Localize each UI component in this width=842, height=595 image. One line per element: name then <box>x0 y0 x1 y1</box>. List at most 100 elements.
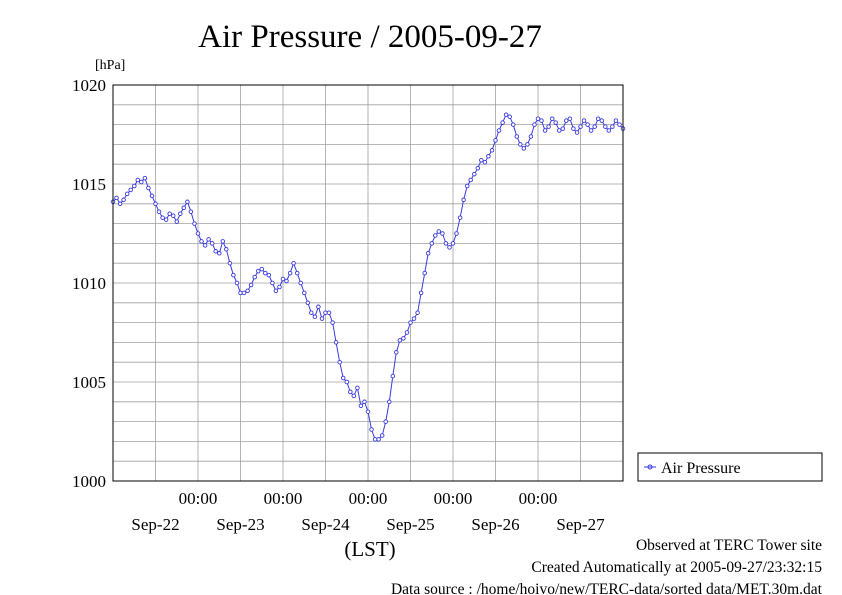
data-point <box>277 284 282 290</box>
data-point <box>585 122 590 127</box>
data-point <box>167 211 172 216</box>
data-point <box>457 215 463 220</box>
data-point <box>174 219 180 224</box>
y-tick-label: 1005 <box>72 373 106 392</box>
data-point <box>344 379 350 385</box>
data-point <box>557 128 562 133</box>
footer-created-at: Created Automatically at 2005-09-27/23:3… <box>531 559 822 576</box>
data-point <box>241 290 247 296</box>
plot-frame <box>112 84 624 482</box>
data-point <box>117 201 123 207</box>
data-point <box>394 350 399 355</box>
data-point <box>213 249 218 254</box>
y-tick-label: 1010 <box>72 274 106 293</box>
data-point <box>369 427 374 432</box>
data-point <box>185 199 190 205</box>
data-point <box>408 320 413 325</box>
data-point <box>560 126 566 131</box>
footer-observed-at: Observed at TERC Tower site <box>636 537 822 554</box>
data-point <box>443 241 449 246</box>
data-point <box>124 191 130 197</box>
data-point <box>390 373 396 379</box>
data-point <box>199 239 204 244</box>
data-point <box>266 272 272 278</box>
data-point <box>528 134 534 139</box>
data-point <box>340 375 346 381</box>
legend-marker-swatch <box>647 464 653 470</box>
data-point <box>447 245 452 250</box>
data-point <box>280 276 286 282</box>
data-point <box>224 247 229 252</box>
data-point <box>425 251 431 256</box>
data-point <box>202 243 208 248</box>
x-axis-label: (LST) <box>344 537 395 561</box>
data-point <box>178 211 183 216</box>
data-point <box>549 116 555 121</box>
data-point <box>514 134 520 139</box>
data-point <box>149 193 155 199</box>
data-point <box>387 399 392 405</box>
data-point <box>195 231 201 236</box>
data-point <box>507 114 512 119</box>
data-point <box>461 197 466 203</box>
data-point <box>418 290 424 296</box>
data-point <box>365 409 371 414</box>
data-point <box>493 138 498 143</box>
data-point <box>454 231 459 236</box>
legend: Air Pressure <box>637 452 823 482</box>
data-point <box>411 316 417 321</box>
data-point <box>535 116 541 121</box>
data-point <box>603 124 608 129</box>
x-time-label: 00:00 <box>264 489 303 508</box>
data-point <box>294 270 300 276</box>
data-point <box>287 270 293 276</box>
data-point <box>160 215 165 220</box>
data-point <box>595 116 601 121</box>
data-point <box>578 124 583 129</box>
data-point <box>206 237 211 242</box>
data-point <box>415 310 420 315</box>
x-date-label: Sep-27 <box>556 515 605 534</box>
data-point <box>351 393 357 399</box>
x-date-label: Sep-25 <box>386 515 434 534</box>
data-point <box>298 280 303 286</box>
data-point <box>139 179 144 185</box>
data-point <box>234 280 240 286</box>
data-point <box>542 128 548 133</box>
data-point <box>319 316 325 321</box>
x-date-label: Sep-23 <box>216 515 264 534</box>
data-point <box>464 183 470 189</box>
x-time-label: 00:00 <box>519 489 558 508</box>
data-point <box>128 187 133 193</box>
data-point <box>613 118 619 123</box>
data-point <box>468 177 473 183</box>
x-time-label: 00:00 <box>179 489 218 508</box>
data-point <box>333 340 339 345</box>
series-air-pressure <box>110 112 626 442</box>
data-point <box>472 171 477 177</box>
data-point <box>132 183 137 189</box>
data-point <box>581 118 587 123</box>
data-point <box>518 142 523 147</box>
footer-data-source: Data source : /home/hoivo/new/TERC-data/… <box>391 581 823 595</box>
data-point <box>379 433 385 438</box>
data-point <box>401 336 406 341</box>
data-point <box>397 338 403 343</box>
data-point <box>553 120 558 125</box>
data-point <box>436 229 442 234</box>
data-point <box>588 128 594 133</box>
data-point <box>482 159 488 165</box>
x-date-label: Sep-24 <box>301 515 350 534</box>
data-point <box>567 116 573 121</box>
data-point <box>231 272 236 278</box>
data-point <box>220 239 226 244</box>
data-point <box>302 290 307 296</box>
data-point <box>121 197 126 203</box>
data-point <box>571 126 576 131</box>
data-point <box>486 154 491 159</box>
data-point <box>337 359 342 365</box>
data-point <box>422 270 427 276</box>
data-point <box>433 233 438 238</box>
data-point <box>525 142 530 147</box>
